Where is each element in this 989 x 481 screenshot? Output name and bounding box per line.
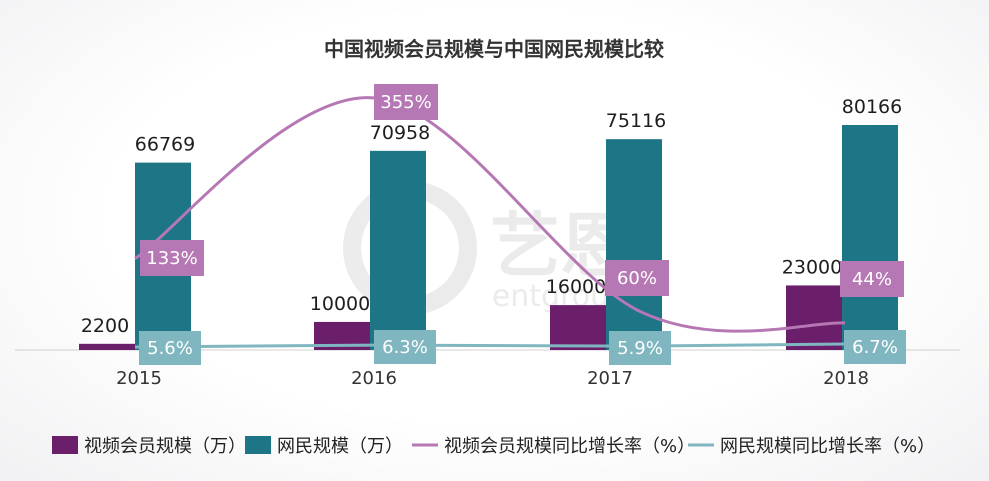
x-tick-2015: 2015 <box>116 368 162 389</box>
chart-title: 中国视频会员规模与中国网民规模比较 <box>324 37 664 61</box>
bar-member-2017 <box>550 305 606 350</box>
marker-member-growth-2018 <box>840 261 904 297</box>
label-netizen-growth-2017: 5.9% <box>617 338 663 359</box>
line-netizen-growth <box>134 342 846 349</box>
label-netizen-growth-2016: 6.3% <box>382 337 428 358</box>
legend-swatch-1 <box>245 436 271 454</box>
data-label-netizen-2018: 80166 <box>842 96 902 118</box>
marker-netizen-growth-2018 <box>844 330 906 364</box>
data-label-netizen-2016: 70958 <box>370 122 430 144</box>
marker-member-growth-2015 <box>140 240 204 276</box>
data-label-member-2016: 10000 <box>310 293 370 315</box>
legend-swatch-0 <box>52 436 78 454</box>
marker-netizen-growth-2016 <box>374 330 436 364</box>
bar-netizen-2018 <box>842 125 898 350</box>
x-tick-2016: 2016 <box>351 368 397 389</box>
line-member-growth <box>134 96 846 333</box>
marker-netizen-growth-2017 <box>609 331 671 365</box>
data-label-netizen-2015: 66769 <box>135 134 195 156</box>
label-netizen-growth-2015: 5.6% <box>147 338 193 359</box>
label-member-growth-2018: 44% <box>852 269 892 290</box>
data-label-member-2018: 23000 <box>782 256 842 278</box>
marker-member-growth-2017 <box>605 260 669 296</box>
label-member-growth-2015: 133% <box>146 248 197 269</box>
label-netizen-growth-2018: 6.7% <box>852 337 898 358</box>
x-tick-2018: 2018 <box>823 368 869 389</box>
legend-label-0: 视频会员规模（万） <box>84 436 246 457</box>
legend-label-1: 网民规模（万） <box>277 436 403 457</box>
label-member-growth-2016: 355% <box>380 92 431 113</box>
marker-netizen-growth-2015 <box>139 331 201 365</box>
bar-netizen-2017 <box>606 139 662 350</box>
legend-label-2: 视频会员规模同比增长率（%） <box>444 436 695 457</box>
marker-member-growth-2016 <box>374 84 438 120</box>
data-label-member-2017: 16000 <box>546 276 606 298</box>
data-label-member-2015: 2200 <box>81 315 129 337</box>
bar-member-2015 <box>79 343 135 350</box>
bar-member-2018 <box>786 285 842 350</box>
data-label-netizen-2017: 75116 <box>606 110 666 132</box>
legend-label-3: 网民规模同比增长率（%） <box>720 436 935 457</box>
label-member-growth-2017: 60% <box>617 268 657 289</box>
x-tick-2017: 2017 <box>587 368 633 389</box>
bar-netizen-2016 <box>370 150 426 350</box>
